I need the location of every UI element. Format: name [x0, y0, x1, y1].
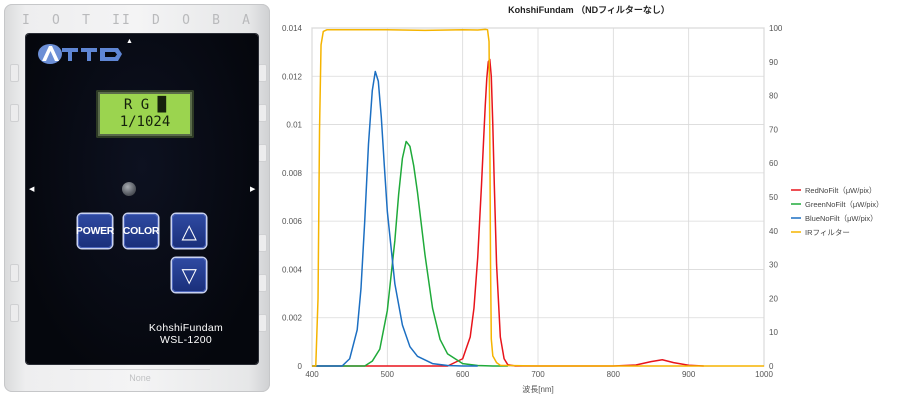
series-line-0: [312, 58, 704, 367]
y2-tick-label: 60: [769, 159, 778, 168]
y-tick-label: 0.008: [282, 169, 303, 178]
y2-tick-label: 30: [769, 261, 778, 270]
indicator-led: [122, 182, 136, 196]
case-rib: [258, 274, 267, 292]
case-letter: O: [182, 13, 192, 28]
legend-entry: GreenNoFilt（μW/pix）: [805, 200, 884, 209]
device-photo: I O T II D O B A ▲ ◀ ▶ R G: [4, 4, 270, 392]
y-tick-label: 0.006: [282, 217, 303, 226]
y-tick-label: 0: [298, 362, 303, 371]
y-tick-label: 0.014: [282, 24, 303, 33]
case-engraving: I O T II D O B A: [22, 13, 252, 28]
x-tick-label: 1000: [755, 370, 773, 379]
series-line-1: [312, 140, 508, 367]
y2-tick-label: 80: [769, 92, 778, 101]
up-button[interactable]: △: [172, 214, 206, 248]
y2-tick-label: 50: [769, 193, 778, 202]
legend-entry: RedNoFilt（μW/pix）: [805, 186, 876, 195]
lcd-line-2: 1/1024: [119, 114, 171, 130]
spectrum-chart: KohshiFundam （NDフィルターなし） 400 500 600 700 800…: [282, 4, 884, 394]
case-rib: [10, 264, 19, 282]
case-rib: [258, 234, 267, 252]
case-rib: [258, 64, 267, 82]
y-tick-label: 0.01: [286, 121, 302, 130]
case-rib: [258, 314, 267, 332]
y-tick-label: 0.002: [282, 314, 303, 323]
y-tick-label: 0.004: [282, 265, 303, 274]
case-letter: T: [82, 13, 92, 28]
y2-tick-label: 0: [769, 362, 774, 371]
y2-tick-label: 100: [769, 24, 783, 33]
case-rib: [10, 64, 19, 82]
x-tick-label: 700: [531, 370, 545, 379]
lcd-display: R G █ 1/1024: [96, 90, 194, 138]
case-rib: [258, 104, 267, 122]
y2-tick-label: 10: [769, 328, 778, 337]
x-tick-label: 400: [305, 370, 319, 379]
series-line-2: [312, 70, 478, 367]
legend-entry: IRフィルター: [805, 228, 850, 237]
lcd-screen: R G █ 1/1024: [100, 94, 190, 134]
down-button[interactable]: ▽: [172, 258, 206, 292]
case-letter: D: [152, 13, 162, 28]
case-rib: [258, 144, 267, 162]
y2-tick-label: 90: [769, 58, 778, 67]
case-foot-label: None: [70, 369, 210, 386]
case-rib: [10, 104, 19, 122]
lcd-line-1: R G █: [123, 97, 167, 113]
legend: RedNoFilt（μW/pix） GreenNoFilt（μW/pix） Blue…: [791, 186, 884, 237]
y2-tick-label: 70: [769, 125, 778, 134]
case-letter: O: [52, 13, 62, 28]
axis-layer: 400 500 600 700 800 900 100000.0020.0040.0060.…: [282, 24, 783, 379]
legend-entry: BlueNoFilt（μW/pix）: [805, 214, 878, 223]
case-rib: [10, 304, 19, 322]
chart-title: KohshiFundam （NDフィルターなし）: [508, 4, 670, 15]
x-tick-label: 600: [456, 370, 470, 379]
grid-layer: [311, 27, 765, 367]
x-tick-label: 800: [607, 370, 621, 379]
case-letter: I: [22, 13, 32, 28]
model-name: KohshiFundam: [148, 322, 224, 334]
triangle-left-marker-icon: ◀: [29, 186, 35, 193]
power-button[interactable]: POWER: [76, 214, 114, 248]
device-front-panel: ▲ ◀ ▶ R G █ 1/1024 POWER COLOR △ ▽ Kohsh…: [26, 34, 258, 364]
x-tick-label: 900: [682, 370, 696, 379]
case-letter: B: [212, 13, 222, 28]
y2-tick-label: 20: [769, 294, 778, 303]
x-tick-label: 500: [381, 370, 395, 379]
model-number: WSL-1200: [159, 334, 212, 346]
triangle-right-marker-icon: ▶: [250, 186, 256, 193]
y2-tick-label: 40: [769, 227, 778, 236]
atto-logo: [38, 44, 122, 64]
y-tick-label: 0.012: [282, 72, 303, 81]
series-line-3: [312, 28, 764, 367]
triangle-up-marker-icon: ▲: [126, 38, 133, 45]
color-button[interactable]: COLOR: [123, 214, 160, 248]
series-layer: [312, 28, 764, 367]
x-axis-label: 波長[nm]: [522, 384, 554, 394]
case-letter: II: [112, 13, 132, 28]
case-letter: A: [242, 13, 252, 28]
